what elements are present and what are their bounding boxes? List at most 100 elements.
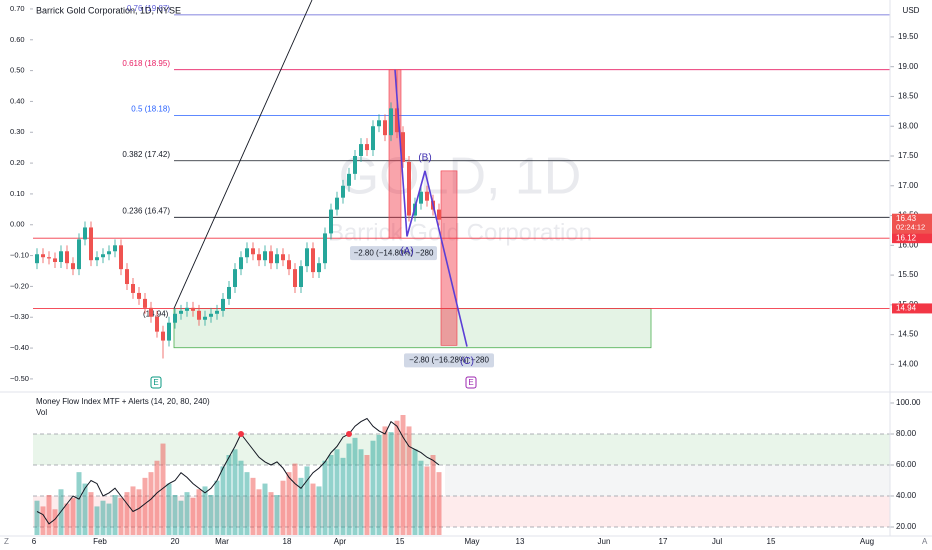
candle-body xyxy=(395,108,399,133)
volume-bar xyxy=(316,486,322,535)
volume-bar xyxy=(64,503,70,535)
zone-label: (14.94) xyxy=(143,310,169,319)
candle-body xyxy=(401,132,405,162)
y-tick-label: 14.50 xyxy=(898,330,919,339)
volume-bar xyxy=(124,492,130,535)
volume-bar xyxy=(202,486,208,535)
volume-bar xyxy=(298,477,304,535)
x-tick-label: Aug xyxy=(860,537,874,546)
candle-body xyxy=(407,161,411,216)
y2-tick-label: −0.50 xyxy=(10,374,29,383)
candle-body xyxy=(335,197,339,210)
fib-label: 0.5 (18.18) xyxy=(131,105,170,114)
volume-bar xyxy=(190,497,196,535)
volume-bar xyxy=(136,489,142,535)
event-marker[interactable] xyxy=(465,376,477,389)
volume-bar xyxy=(358,449,364,535)
measure-label-box xyxy=(350,246,437,261)
candle-body xyxy=(125,269,129,285)
candle-body xyxy=(137,292,141,299)
candle-body xyxy=(131,284,135,293)
trend-line xyxy=(173,0,313,309)
volume-bar xyxy=(388,432,394,535)
volume-bar xyxy=(424,466,430,535)
candle-body xyxy=(215,310,219,314)
y-tick-label: 19.50 xyxy=(898,32,919,41)
candle-body xyxy=(233,269,237,287)
volume-bar xyxy=(100,500,106,535)
volume-bar xyxy=(52,509,58,535)
candle-body xyxy=(227,286,231,299)
x-tick-label: 6 xyxy=(32,537,37,546)
volume-bar xyxy=(352,437,358,535)
volume-bar xyxy=(46,495,52,535)
y-tick-label: 15.50 xyxy=(898,270,919,279)
price-tag xyxy=(892,233,932,244)
volume-bar xyxy=(94,506,100,535)
indicator-title: Money Flow Index MTF + Alerts (14, 20, 8… xyxy=(36,397,210,406)
volume-bar xyxy=(436,472,442,535)
event-marker[interactable] xyxy=(150,376,162,389)
y2-tick-label: −0.30 xyxy=(10,312,29,321)
y2-tick-label: 0.70 xyxy=(10,4,25,13)
volume-bar xyxy=(346,443,352,535)
candle-body xyxy=(275,254,279,264)
candle-body xyxy=(107,251,111,255)
watermark-name: Barrick Gold Corporation xyxy=(328,219,592,246)
volume-title: Vol xyxy=(36,408,47,417)
candle-body xyxy=(323,233,327,264)
corner-label[interactable]: Z xyxy=(4,537,9,546)
x-tick-label: May xyxy=(464,537,479,546)
corner-label[interactable]: A xyxy=(922,537,928,546)
indicator-pane: 100.00 80.00 60.00 40.00 20.00 xyxy=(33,398,921,535)
volume-bar xyxy=(274,495,280,535)
candle-body xyxy=(371,126,375,151)
volume-bar xyxy=(178,500,184,535)
y-tick-label: 18.00 xyxy=(898,121,919,130)
wave-label: (B) xyxy=(418,153,431,164)
candle-body xyxy=(287,260,291,270)
volume-bar xyxy=(166,483,172,535)
volume-bar xyxy=(310,483,316,535)
y-tick-label: 20.00 xyxy=(896,522,917,531)
candle-body xyxy=(311,248,315,273)
candle-body xyxy=(71,263,75,270)
candle-body xyxy=(347,173,351,186)
volume-bar xyxy=(112,495,118,535)
price-tag-label: 16.12 xyxy=(896,233,917,242)
candle-body xyxy=(77,239,81,270)
volume-bar xyxy=(34,500,40,535)
y-tick-label: 60.00 xyxy=(896,460,917,469)
y2-tick-label: −0.10 xyxy=(10,251,29,260)
volume-bar xyxy=(286,472,292,535)
mfi-alert xyxy=(238,430,244,437)
candle-body xyxy=(281,254,285,261)
fib-label: 0.382 (17.42) xyxy=(122,150,170,159)
candle-body xyxy=(65,251,69,264)
x-tick-label: 20 xyxy=(171,537,180,546)
candle-body xyxy=(437,209,441,220)
y-tick-label: 14.00 xyxy=(898,360,919,369)
watermark-symbol: GOLD, 1D xyxy=(339,148,582,206)
currency[interactable]: USD xyxy=(903,6,920,15)
x-tick-label: Jun xyxy=(598,537,611,546)
chart-title: Barrick Gold Corporation, 1D, NYSE xyxy=(36,5,181,15)
volume-bar xyxy=(214,480,220,535)
watermark: GOLD, 1D Barrick Gold Corporation xyxy=(328,148,592,247)
fib-label: 0.236 (16.47) xyxy=(122,206,170,215)
volume-bar xyxy=(118,497,124,535)
candle-body xyxy=(83,227,87,240)
upper-band xyxy=(33,433,890,465)
measure-label: −2.80 (−14.80%) −280 xyxy=(354,248,434,257)
event-label: E xyxy=(468,378,473,387)
candle-body xyxy=(203,316,207,320)
volume-bar xyxy=(292,463,298,535)
candle-body xyxy=(197,310,201,320)
candle-body xyxy=(377,120,381,127)
volume-bar xyxy=(268,492,274,535)
y2-tick-label: 0.00 xyxy=(10,220,25,229)
candle-body xyxy=(239,257,243,270)
volume-bar xyxy=(376,435,382,535)
volume-bar xyxy=(82,483,88,535)
